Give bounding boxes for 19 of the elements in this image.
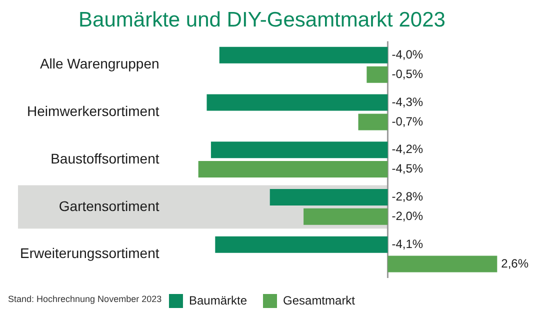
data-label: -2,8%: [392, 190, 424, 204]
data-label: -4,5%: [392, 162, 424, 176]
data-label: -4,2%: [392, 142, 424, 156]
data-label: -4,1%: [392, 236, 424, 251]
legend-label: Baumärkte: [188, 293, 248, 308]
text: Stand: Hochrechnung November 2023: [8, 294, 162, 304]
y-tick-label: Erweiterungssortiment: [20, 245, 160, 262]
y-tick-label: Baustoffsortiment: [50, 150, 160, 166]
y-tick-label: Alle Warengruppen: [40, 56, 160, 72]
data-label: -4,3%: [392, 94, 424, 109]
data-label: 2,6%: [501, 256, 529, 270]
data-label: -2,0%: [392, 208, 424, 223]
legend-label: Gesamtmarkt: [283, 293, 356, 308]
data-label: -0,5%: [392, 66, 424, 81]
y-tick-label: Gartensortiment: [58, 198, 160, 214]
chart-title: Baumärkte und DIY-Gesamtmarkt 2023: [78, 8, 446, 32]
data-label: -4,0%: [392, 47, 424, 62]
y-tick-label: Heimwerkersortiment: [27, 103, 160, 120]
data-label: -0,7%: [392, 114, 424, 128]
